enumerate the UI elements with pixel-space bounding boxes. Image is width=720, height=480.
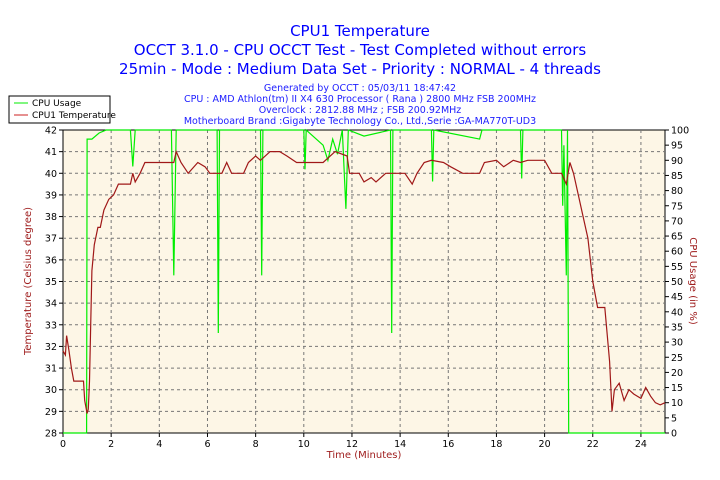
legend-cpu-usage: CPU Usage bbox=[32, 99, 82, 109]
y-tick-label: 34 bbox=[45, 299, 57, 310]
y2-tick-label: 40 bbox=[671, 307, 683, 318]
y2-tick-label: 55 bbox=[671, 262, 683, 273]
y2-axis-ticks: 0 5 10 15 20 25 30 35 40 45 50 55 60 65 70 75 80 85 90 95 10… bbox=[665, 126, 689, 440]
x-tick-label: 10 bbox=[298, 439, 310, 450]
y2-tick-label: 100 bbox=[671, 126, 689, 137]
x-tick-label: 22 bbox=[587, 439, 599, 450]
chart-title: CPU1 Temperature bbox=[290, 22, 430, 40]
y2-tick-label: 90 bbox=[671, 156, 683, 167]
y2-tick-label: 60 bbox=[671, 247, 683, 258]
x-tick-label: 0 bbox=[60, 439, 66, 450]
y2-tick-label: 20 bbox=[671, 368, 683, 379]
y2-tick-label: 0 bbox=[671, 429, 677, 440]
y2-tick-label: 10 bbox=[671, 398, 683, 409]
info-generated: Generated by OCCT : 05/03/11 18:47:42 bbox=[264, 83, 456, 94]
x-axis-ticks: 0 2 4 6 8 10 12 14 16 18 20 22 24 bbox=[60, 433, 647, 450]
y-tick-label: 30 bbox=[45, 385, 57, 396]
y-tick-label: 36 bbox=[45, 255, 57, 266]
y-tick-label: 31 bbox=[45, 364, 57, 375]
x-tick-label: 12 bbox=[346, 439, 358, 450]
info-overclock: Overclock : 2812.88 MHz ; FSB 200.92MHz bbox=[259, 105, 462, 116]
y-tick-label: 39 bbox=[45, 190, 57, 201]
y2-tick-label: 80 bbox=[671, 186, 683, 197]
x-tick-label: 4 bbox=[156, 439, 162, 450]
y-tick-label: 41 bbox=[45, 147, 57, 158]
y-tick-label: 42 bbox=[45, 126, 57, 137]
y2-tick-label: 15 bbox=[671, 383, 683, 394]
info-motherboard: Motherboard Brand :Gigabyte Technology C… bbox=[184, 116, 536, 127]
y2-tick-label: 25 bbox=[671, 353, 683, 364]
y2-axis-label: CPU Usage (in %) bbox=[687, 237, 698, 325]
grid bbox=[63, 130, 665, 433]
y2-tick-label: 70 bbox=[671, 216, 683, 227]
y2-tick-label: 5 bbox=[671, 413, 677, 424]
y-tick-label: 40 bbox=[45, 169, 57, 180]
y2-tick-label: 50 bbox=[671, 277, 683, 288]
x-tick-label: 18 bbox=[490, 439, 502, 450]
x-tick-label: 20 bbox=[539, 439, 551, 450]
y2-tick-label: 75 bbox=[671, 201, 683, 212]
series-lines bbox=[62, 128, 666, 434]
y-tick-label: 35 bbox=[45, 277, 57, 288]
y2-tick-label: 45 bbox=[671, 292, 683, 303]
y-tick-label: 37 bbox=[45, 234, 57, 245]
y-tick-label: 33 bbox=[45, 320, 57, 331]
x-tick-label: 16 bbox=[442, 439, 454, 450]
chart-subtitle-2: 25min - Mode : Medium Data Set - Priorit… bbox=[119, 60, 601, 78]
info-cpu: CPU : AMD Athlon(tm) II X4 630 Processor… bbox=[184, 94, 536, 105]
y-tick-label: 28 bbox=[45, 429, 57, 440]
y-tick-label: 38 bbox=[45, 212, 57, 223]
x-tick-label: 14 bbox=[394, 439, 406, 450]
y2-tick-label: 35 bbox=[671, 322, 683, 333]
x-tick-label: 6 bbox=[204, 439, 210, 450]
y-tick-label: 29 bbox=[45, 407, 57, 418]
y2-tick-label: 30 bbox=[671, 338, 683, 349]
y2-tick-label: 65 bbox=[671, 232, 683, 243]
x-tick-label: 24 bbox=[635, 439, 647, 450]
y-tick-label: 32 bbox=[45, 342, 57, 353]
temperature-line bbox=[62, 149, 666, 414]
y-axis-ticks: 28 29 30 31 32 33 34 35 36 37 38 39 40 41 42 bbox=[45, 126, 63, 440]
x-tick-label: 8 bbox=[253, 439, 259, 450]
legend: CPU Usage CPU1 Temperature bbox=[8, 95, 116, 124]
y2-tick-label: 85 bbox=[671, 171, 683, 182]
y2-tick-label: 95 bbox=[671, 141, 683, 152]
y-axis-label: Temperature (Celsius degree) bbox=[23, 207, 34, 356]
x-tick-label: 2 bbox=[108, 439, 114, 450]
chart-subtitle-1: OCCT 3.1.0 - CPU OCCT Test - Test Comple… bbox=[134, 41, 587, 59]
x-axis-label: Time (Minutes) bbox=[326, 450, 402, 461]
legend-temperature: CPU1 Temperature bbox=[32, 111, 116, 121]
